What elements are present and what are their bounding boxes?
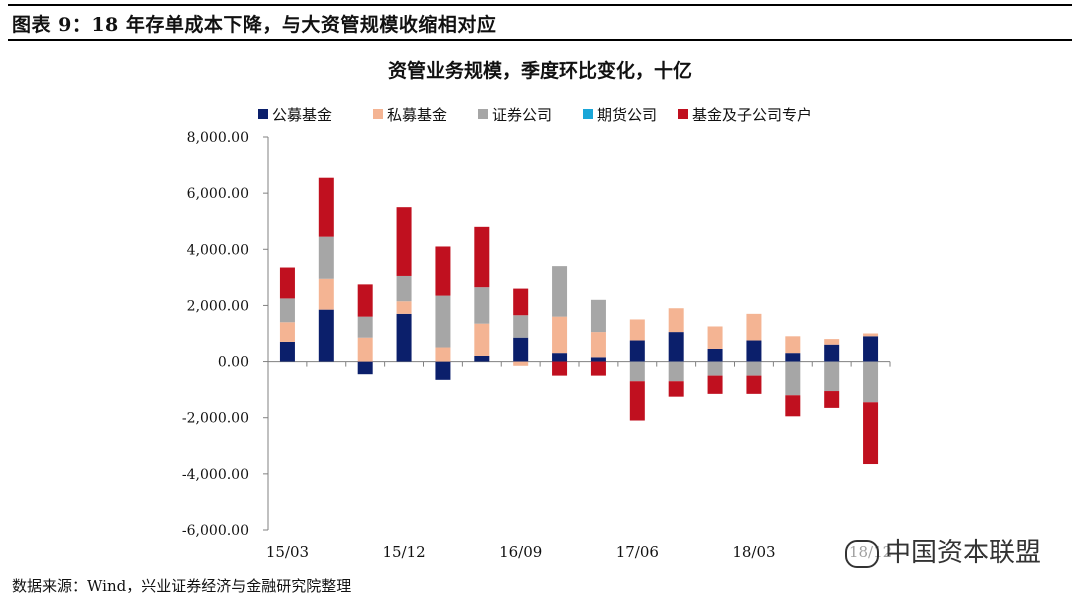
bar-segment	[318, 177, 334, 237]
legend-label: 公募基金	[272, 106, 332, 124]
bar-segment	[357, 361, 373, 375]
figure-title: 图表 9：18 年存单成本下降，与大资管规模收缩相对应	[12, 14, 497, 36]
bar-segment	[590, 361, 606, 376]
y-tick-label: 0.00	[218, 355, 249, 371]
bar-segment	[590, 357, 606, 362]
bar-segment	[629, 340, 645, 362]
bar-segment	[824, 339, 840, 345]
bar-segment	[513, 337, 529, 362]
x-tick-label: 18/03	[732, 543, 775, 561]
bar-segment	[318, 309, 334, 362]
bar-segment	[863, 361, 879, 403]
x-tick-label: 15/12	[382, 543, 425, 561]
source-note: 数据来源：Wind，兴业证券经济与金融研究院整理	[12, 577, 352, 595]
bar-segment	[318, 236, 334, 279]
y-tick-label: 6,000.00	[187, 186, 249, 202]
bar-segment	[435, 347, 451, 362]
watermark-text: 中国资本联盟	[885, 538, 1042, 568]
bar-segment	[629, 381, 645, 421]
bar-segment	[668, 332, 684, 362]
legend-swatch	[478, 109, 488, 119]
bar-segment	[513, 288, 529, 316]
bar-segment	[552, 361, 568, 376]
bar-segment	[707, 375, 723, 394]
bar-segment	[357, 337, 373, 362]
bar-segment	[552, 266, 568, 317]
bar-segment	[824, 391, 840, 408]
bar-segment	[668, 308, 684, 333]
bar-segment	[396, 275, 412, 302]
watermark: 中国资本联盟	[845, 532, 1042, 569]
bar-segment	[396, 301, 412, 314]
bar-segment	[552, 353, 568, 362]
y-tick-label: 8,000.00	[187, 130, 249, 146]
bar-segment	[863, 402, 879, 465]
legend-swatch	[678, 109, 688, 119]
x-tick-label: 17/06	[616, 543, 659, 561]
legend-swatch	[258, 109, 268, 119]
bar-segment	[435, 246, 451, 296]
bar-segment	[629, 319, 645, 341]
header-bottom-rule	[8, 39, 1072, 41]
bar-segment	[279, 267, 295, 299]
legend-swatch	[583, 109, 593, 119]
bar-segment	[474, 226, 490, 288]
bar-segment	[785, 361, 801, 396]
bar-segment	[279, 341, 295, 362]
bar-segment	[396, 207, 412, 276]
legend-label: 期货公司	[597, 106, 657, 124]
chart-title: 资管业务规模，季度环比变化，十亿	[388, 59, 692, 82]
bar-segment	[863, 336, 879, 362]
bar-segment	[785, 353, 801, 362]
x-tick-label: 16/09	[499, 543, 542, 561]
bar-segment	[513, 361, 529, 366]
bar-segment	[707, 361, 723, 376]
y-tick-label: -6,000.00	[182, 523, 249, 539]
bar-segment	[318, 278, 334, 310]
bar-segment	[552, 316, 568, 354]
bar-segment	[474, 355, 490, 362]
bar-segment	[785, 336, 801, 354]
header-top-rule	[8, 4, 1072, 6]
bar-segment	[474, 287, 490, 324]
bar-segment	[668, 361, 684, 382]
bar-segment	[435, 295, 451, 348]
bar-segment	[707, 326, 723, 349]
bar-segment	[707, 348, 723, 362]
bar-segment	[668, 381, 684, 397]
legend-label: 证券公司	[492, 106, 552, 124]
x-tick-label: 15/03	[266, 543, 309, 561]
bar-segment	[746, 375, 762, 394]
legend-label: 基金及子公司专户	[692, 106, 812, 124]
bar-segment	[590, 299, 606, 333]
y-tick-label: 4,000.00	[187, 242, 249, 258]
bar-segment	[629, 361, 645, 382]
bar-segment	[513, 315, 529, 338]
bar-segment	[746, 313, 762, 341]
y-tick-label: -2,000.00	[182, 411, 249, 427]
bar-segment	[590, 332, 606, 358]
bar-segment	[863, 333, 879, 337]
bar-segment	[396, 313, 412, 362]
bar-segment	[357, 284, 373, 317]
bar-segment	[357, 316, 373, 338]
bar-segment	[435, 361, 451, 380]
bar-segment	[824, 344, 840, 362]
bar-segment	[785, 395, 801, 417]
bar-segment	[746, 361, 762, 376]
y-tick-label: 2,000.00	[187, 298, 249, 314]
bar-segment	[746, 340, 762, 362]
wechat-icon	[845, 539, 879, 568]
legend-swatch	[373, 109, 383, 119]
bar-segment	[474, 323, 490, 356]
bar-segment	[824, 361, 840, 392]
bar-segment	[279, 298, 295, 323]
bar-segment	[279, 322, 295, 342]
y-tick-label: -4,000.00	[182, 467, 249, 483]
legend-label: 私募基金	[387, 106, 447, 124]
